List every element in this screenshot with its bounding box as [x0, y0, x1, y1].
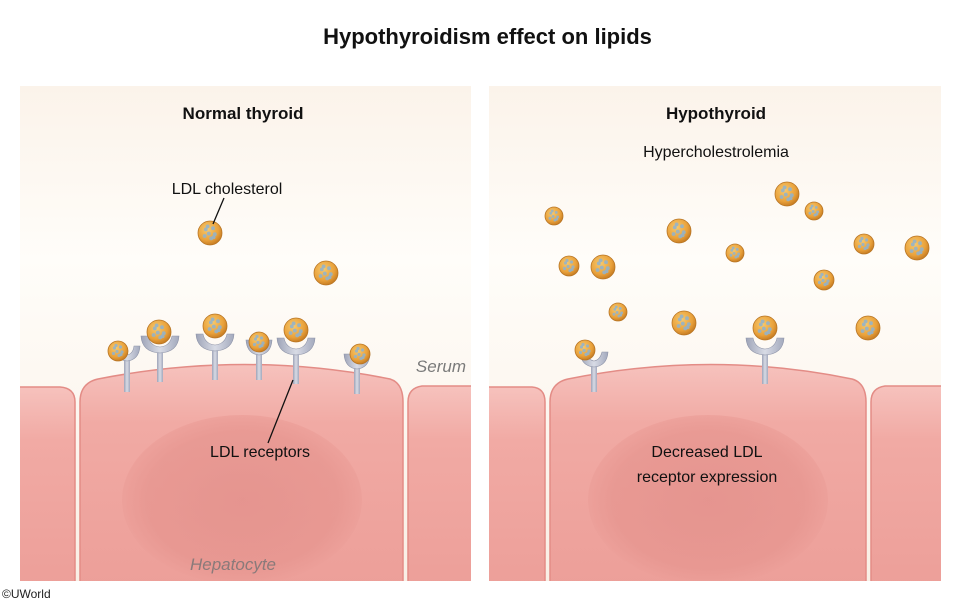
hepatocyte-nucleus [588, 415, 828, 581]
ldl-particle [558, 255, 580, 277]
ldl-pointer-line [212, 197, 225, 225]
hepatocyte-right-neighbor [407, 385, 471, 581]
ldl-particle [813, 269, 835, 291]
serum-label: Serum [416, 357, 466, 376]
ldl-particle [197, 220, 223, 246]
ldl-receptors-label: LDL receptors [210, 444, 310, 461]
ldl-particle [313, 260, 339, 286]
hepatocyte-right-neighbor [870, 385, 941, 581]
ldl-particle [666, 218, 692, 244]
panel-heading-hypothyroid: Hypothyroid [666, 104, 766, 123]
ldl-receptor [745, 337, 785, 384]
ldl-particle [752, 315, 778, 341]
figure-title: Hypothyroidism effect on lipids [323, 24, 652, 49]
panel-hypothyroid: Hypothyroid Hypercholestrolemia Decrease… [489, 86, 941, 581]
ldl-particles-hypothyroid [544, 181, 930, 361]
hepatocyte-nucleus [122, 415, 362, 581]
hepatocyte-layer [489, 363, 941, 581]
ldl-cholesterol-label: LDL cholesterol [172, 181, 283, 198]
ldl-particle [671, 310, 697, 336]
ldl-receptor [195, 333, 235, 380]
ldl-particle [608, 302, 628, 322]
ldl-particle [349, 343, 371, 365]
decreased-receptor-label-line1: Decreased LDL [651, 444, 762, 461]
ldl-particle [248, 331, 270, 353]
ldl-particle [146, 319, 172, 345]
ldl-particle [725, 243, 745, 263]
ldl-receptor [276, 337, 316, 384]
copyright-notice: ©UWorld [2, 587, 51, 601]
ldl-particle [544, 206, 564, 226]
decreased-receptor-label-line2: receptor expression [637, 469, 778, 486]
ldl-particle [283, 317, 309, 343]
ldl-particle [904, 235, 930, 261]
ldl-particle [107, 340, 129, 362]
ldl-particle [774, 181, 800, 207]
panel-normal-thyroid: Normal thyroid LDL cholesterol LDL recep… [20, 86, 471, 581]
ldl-receptor [140, 335, 180, 382]
hepatocyte-layer [20, 363, 471, 581]
ldl-particle [853, 233, 875, 255]
hepatocyte-label: Hepatocyte [190, 555, 276, 574]
panel-heading-normal: Normal thyroid [183, 104, 304, 123]
ldl-particle [574, 339, 596, 361]
hepatocyte-left-neighbor [489, 386, 546, 581]
ldl-particle [855, 315, 881, 341]
ldl-particle [590, 254, 616, 280]
ldl-particle [804, 201, 824, 221]
receptor-pointer-line [267, 379, 294, 444]
hypercholesterolemia-label: Hypercholestrolemia [643, 144, 789, 161]
ldl-particles-normal [107, 220, 371, 365]
ldl-particle [202, 313, 228, 339]
hepatocyte-left-neighbor [20, 386, 76, 581]
